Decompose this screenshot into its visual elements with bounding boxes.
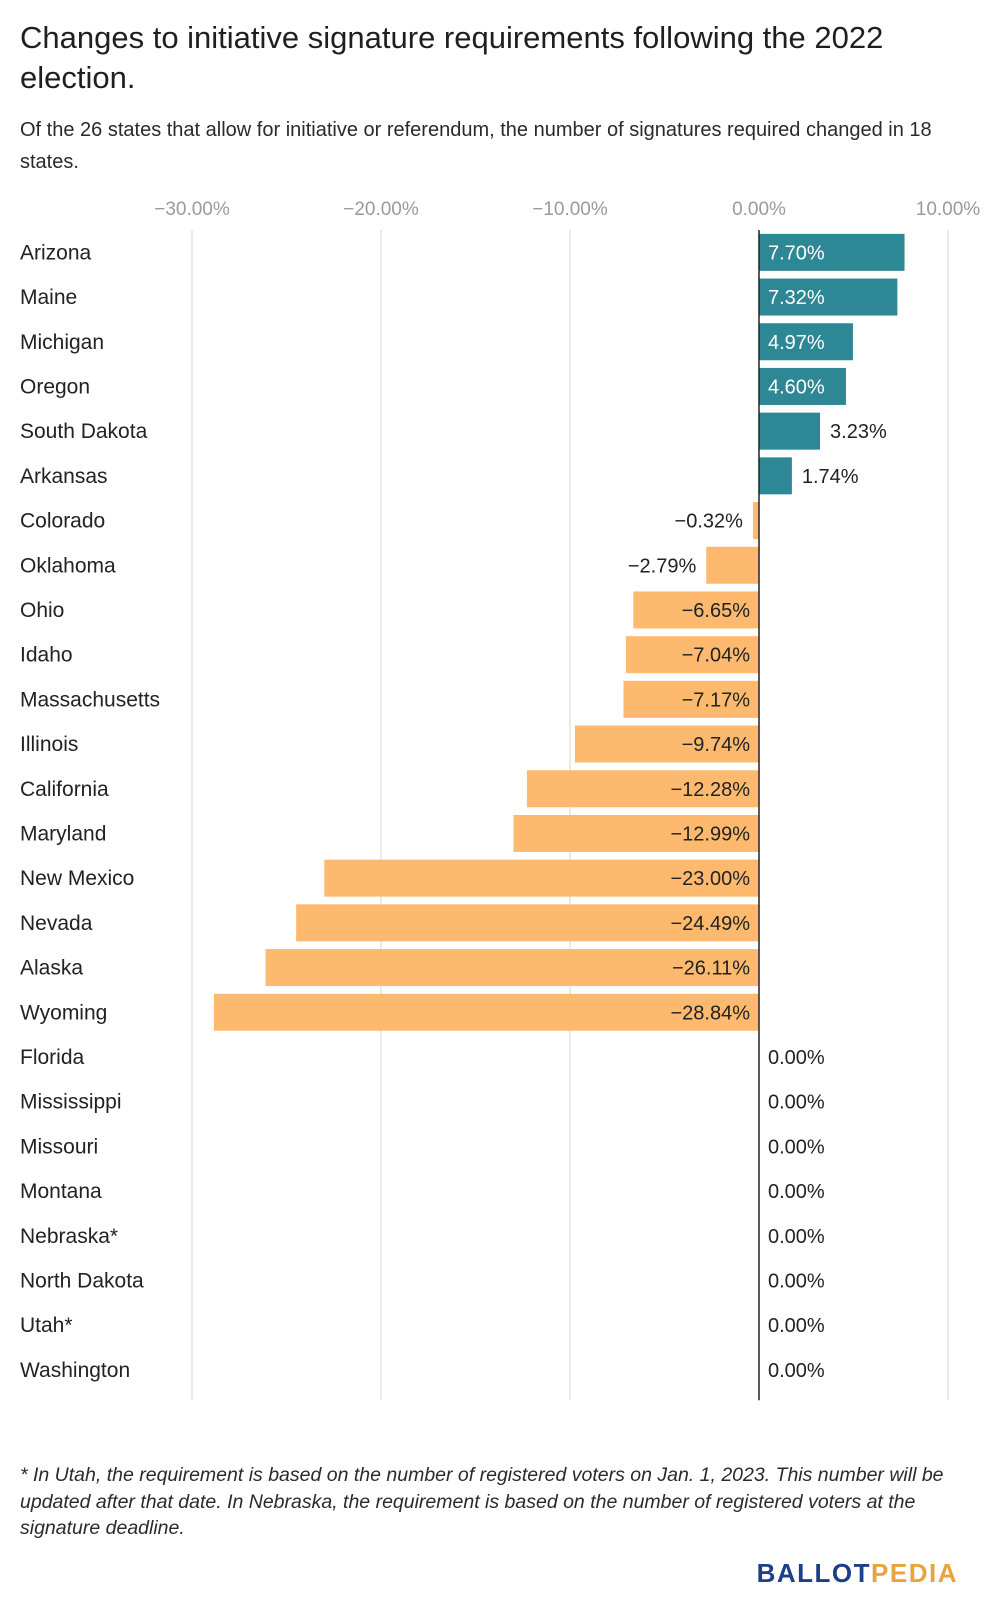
category-label: Mississippi bbox=[20, 1091, 122, 1114]
category-label: Idaho bbox=[20, 644, 73, 667]
value-label: 0.00% bbox=[768, 1270, 825, 1292]
value-label: 0.00% bbox=[768, 1181, 825, 1203]
bar bbox=[633, 591, 759, 629]
category-label: Arkansas bbox=[20, 465, 108, 488]
bar bbox=[759, 233, 905, 271]
category-label: Colorado bbox=[20, 510, 105, 533]
ballotpedia-logo[interactable]: BALLOTPEDIA bbox=[757, 1558, 958, 1588]
value-label: 4.97% bbox=[768, 332, 825, 354]
bar-chart: −30.00% −20.00% −10.00% 0.00% 10.00% Arizona 7… bbox=[20, 199, 981, 1401]
category-label: Massachusetts bbox=[20, 688, 160, 711]
category-label: Arizona bbox=[20, 241, 92, 264]
logo-part-pedia: PEDIA bbox=[871, 1558, 958, 1588]
bar bbox=[574, 725, 759, 763]
value-label: −23.00% bbox=[670, 868, 750, 890]
logo-part-ballot: BALLOT bbox=[756, 1558, 872, 1588]
value-label: 0.00% bbox=[768, 1047, 825, 1069]
category-label: Maine bbox=[20, 286, 77, 309]
value-label: −28.84% bbox=[670, 1002, 750, 1024]
value-label: −7.17% bbox=[682, 689, 751, 711]
category-label: Illinois bbox=[20, 733, 78, 756]
value-label: 3.23% bbox=[830, 421, 887, 443]
value-label: 7.32% bbox=[768, 287, 825, 309]
bar bbox=[625, 636, 759, 674]
category-label: Missouri bbox=[20, 1135, 98, 1158]
x-tick-label: −30.00% bbox=[154, 199, 230, 220]
x-tick-label: −10.00% bbox=[532, 199, 608, 220]
x-tick-label: 10.00% bbox=[916, 199, 981, 220]
value-label: −7.04% bbox=[682, 645, 751, 667]
value-label: −12.99% bbox=[670, 823, 750, 845]
value-label: −0.32% bbox=[675, 511, 744, 533]
bar bbox=[759, 412, 821, 450]
chart-title: Changes to initiative signature requirem… bbox=[20, 20, 884, 95]
category-label: New Mexico bbox=[20, 867, 134, 890]
bar bbox=[324, 859, 759, 897]
bar bbox=[296, 904, 759, 942]
value-label: 0.00% bbox=[768, 1315, 825, 1337]
bar bbox=[513, 814, 759, 852]
category-label: California bbox=[20, 778, 109, 801]
value-label: −26.11% bbox=[672, 958, 750, 980]
value-label: −2.79% bbox=[628, 555, 697, 577]
value-label: 4.60% bbox=[768, 376, 825, 398]
bar bbox=[759, 367, 846, 405]
x-tick-label: −20.00% bbox=[343, 199, 419, 220]
chart-subtitle: Of the 26 states that allow for initiati… bbox=[20, 119, 932, 173]
bar bbox=[265, 949, 759, 987]
bar bbox=[752, 502, 759, 540]
bar bbox=[759, 457, 792, 495]
category-label: Ohio bbox=[20, 599, 64, 622]
category-label: Nebraska* bbox=[20, 1225, 118, 1248]
bar bbox=[759, 323, 853, 361]
x-tick-label: 0.00% bbox=[732, 199, 786, 220]
value-label: 0.00% bbox=[768, 1226, 825, 1248]
category-label: Alaska bbox=[20, 957, 83, 980]
category-label: Utah* bbox=[20, 1314, 73, 1337]
category-label: Florida bbox=[20, 1046, 85, 1069]
value-label: 7.70% bbox=[768, 242, 825, 264]
footnote: * In Utah, the requirement is based on t… bbox=[20, 1464, 944, 1539]
value-label: −24.49% bbox=[670, 913, 750, 935]
category-label: Nevada bbox=[20, 912, 93, 935]
value-label: −9.74% bbox=[682, 734, 751, 756]
bar bbox=[213, 993, 759, 1031]
bar bbox=[759, 278, 898, 316]
bar bbox=[623, 680, 759, 718]
value-label: 0.00% bbox=[768, 1360, 825, 1382]
value-label: −6.65% bbox=[682, 600, 751, 622]
category-label: Oklahoma bbox=[20, 554, 116, 577]
value-label: 0.00% bbox=[768, 1092, 825, 1114]
category-label: Michigan bbox=[20, 331, 104, 354]
category-label: Oregon bbox=[20, 375, 90, 398]
category-label: South Dakota bbox=[20, 420, 148, 443]
value-label: 0.00% bbox=[768, 1136, 825, 1158]
category-label: Montana bbox=[20, 1180, 102, 1203]
value-label: −12.28% bbox=[670, 779, 750, 801]
category-label: Washington bbox=[20, 1359, 130, 1382]
category-label: North Dakota bbox=[20, 1269, 144, 1292]
category-label: Maryland bbox=[20, 822, 106, 845]
value-label: 1.74% bbox=[802, 466, 859, 488]
bar bbox=[526, 770, 759, 808]
bar bbox=[706, 546, 759, 584]
category-label: Wyoming bbox=[20, 1001, 107, 1024]
